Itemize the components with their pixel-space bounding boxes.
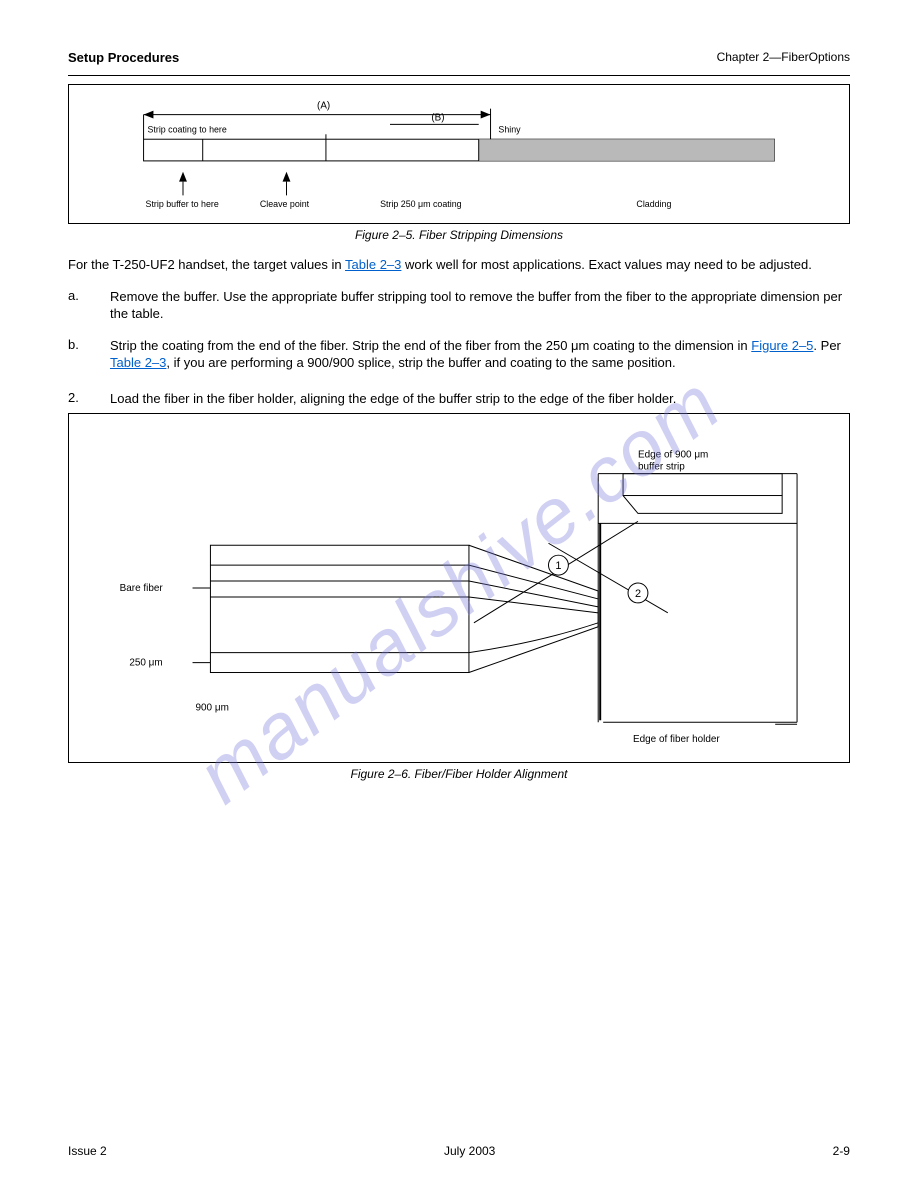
step-a: a. Remove the buffer. Use the appropriat… bbox=[68, 288, 850, 323]
step-b-num: b. bbox=[68, 337, 110, 372]
figure-2-caption: Figure 2–6. Fiber/Fiber Holder Alignment bbox=[68, 767, 850, 781]
fig1-shiny: Shiny bbox=[498, 124, 521, 134]
intro-paragraph: For the T-250-UF2 handset, the target va… bbox=[68, 256, 850, 274]
link-table-2-3b[interactable]: Table 2–3 bbox=[110, 355, 166, 370]
fig2-250: 250 μm bbox=[129, 658, 162, 669]
figure-2-svg: 1 2 Edge of 900 μm buffer strip Bare fib… bbox=[69, 414, 849, 762]
page-footer: Issue 2 July 2003 2-9 bbox=[68, 1144, 850, 1158]
step-b-text1: Strip the end of the fiber from the 250 … bbox=[352, 338, 751, 353]
footer-right: 2-9 bbox=[833, 1144, 850, 1158]
step-b-body: Strip the coating from the end of the fi… bbox=[110, 337, 850, 372]
step-b-tail: , if you are performing a 900/900 splice… bbox=[166, 355, 675, 370]
header-rule bbox=[68, 75, 850, 76]
step-b-mid: . Per bbox=[813, 338, 840, 353]
fig2-edge-holder: Edge of fiber holder bbox=[633, 734, 720, 745]
fig1-strip250: Strip 250 μm coating bbox=[380, 199, 462, 209]
figure-1-box: (A) (B) Strip coating to here Shiny Stri… bbox=[68, 84, 850, 224]
fig2-edge-900-a: Edge of 900 μm bbox=[638, 450, 708, 461]
step-b: b. Strip the coating from the end of the… bbox=[68, 337, 850, 372]
step-a-num: a. bbox=[68, 288, 110, 323]
figure-2-box: 1 2 Edge of 900 μm buffer strip Bare fib… bbox=[68, 413, 850, 763]
header-right-line1: Chapter 2—FiberOptions bbox=[717, 50, 850, 64]
step-2: 2. Load the fiber in the fiber holder, a… bbox=[68, 390, 850, 408]
header-left: Setup Procedures bbox=[68, 50, 179, 65]
intro-text-1: For the T-250-UF2 handset, the target va… bbox=[68, 257, 345, 272]
step-a-title: Remove the buffer. bbox=[110, 289, 223, 304]
step-2-num: 2. bbox=[68, 390, 110, 408]
fig1-strip-coating: Strip coating to here bbox=[148, 124, 227, 134]
header-right: Chapter 2—FiberOptions bbox=[717, 50, 850, 65]
fig2-900: 900 μm bbox=[196, 703, 229, 714]
figure-1-caption: Figure 2–5. Fiber Stripping Dimensions bbox=[68, 228, 850, 242]
fig2-bare-fiber: Bare fiber bbox=[120, 583, 164, 594]
intro-text-2: work well for most applications. Exact v… bbox=[401, 257, 811, 272]
step-a-body: Remove the buffer. Use the appropriate b… bbox=[110, 288, 850, 323]
fig1-strip-buffer: Strip buffer to here bbox=[146, 199, 219, 209]
fig1-cladding: Cladding bbox=[636, 199, 671, 209]
page: { "header": { "left": "Setup Procedures"… bbox=[0, 0, 918, 1188]
link-table-2-3[interactable]: Table 2–3 bbox=[345, 257, 401, 272]
page-header: Setup Procedures Chapter 2—FiberOptions bbox=[68, 50, 850, 65]
fig1-cleave: Cleave point bbox=[260, 199, 310, 209]
figure-1-svg: (A) (B) Strip coating to here Shiny Stri… bbox=[69, 85, 849, 223]
fig2-num-2: 2 bbox=[635, 588, 641, 600]
step-2-body: Load the fiber in the fiber holder, alig… bbox=[110, 390, 850, 408]
fig1-dimB: (B) bbox=[431, 112, 444, 123]
footer-left: Issue 2 bbox=[68, 1144, 107, 1158]
fig1-dimA: (A) bbox=[317, 101, 330, 112]
footer-center: July 2003 bbox=[444, 1144, 495, 1158]
fig2-edge-900-b: buffer strip bbox=[638, 462, 685, 473]
fig2-num-1: 1 bbox=[555, 560, 561, 572]
step-b-title: Strip the coating from the end of the fi… bbox=[110, 338, 352, 353]
link-figure-2-5[interactable]: Figure 2–5 bbox=[751, 338, 813, 353]
